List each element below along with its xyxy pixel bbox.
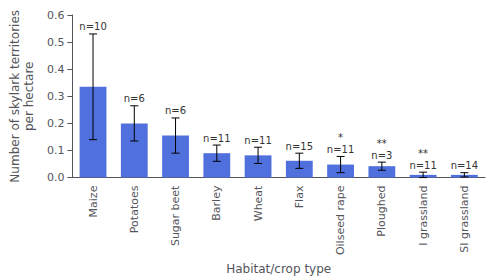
svg-text:per hectare: per hectare	[22, 62, 36, 131]
svg-text:**: **	[377, 138, 387, 149]
svg-text:0.4: 0.4	[47, 63, 65, 76]
svg-text:0.6: 0.6	[47, 9, 65, 22]
svg-text:0.1: 0.1	[47, 144, 65, 157]
svg-text:n=14: n=14	[451, 160, 478, 171]
svg-text:I grassland: I grassland	[417, 186, 430, 246]
svg-text:Oilseed rape: Oilseed rape	[334, 185, 347, 255]
svg-text:0.2: 0.2	[47, 117, 65, 130]
svg-text:Flax: Flax	[293, 185, 306, 208]
svg-text:Potatoes: Potatoes	[128, 185, 141, 233]
svg-text:0.0: 0.0	[47, 171, 65, 184]
svg-text:Sugar beet: Sugar beet	[169, 185, 182, 246]
svg-text:Barley: Barley	[210, 185, 223, 221]
svg-text:n=11: n=11	[409, 160, 436, 171]
svg-text:Number of skylark territories: Number of skylark territories	[8, 10, 22, 183]
svg-text:n=10: n=10	[79, 21, 106, 32]
svg-text:n=6: n=6	[165, 105, 186, 116]
svg-text:n=11: n=11	[203, 133, 230, 144]
svg-text:Wheat: Wheat	[252, 185, 265, 221]
svg-text:n=6: n=6	[124, 93, 145, 104]
svg-text:*: *	[338, 132, 343, 143]
svg-text:n=3: n=3	[371, 150, 392, 161]
svg-text:0.3: 0.3	[47, 90, 65, 103]
svg-text:Habitat/crop type: Habitat/crop type	[226, 262, 331, 276]
svg-text:0.5: 0.5	[47, 36, 65, 49]
svg-text:SI grassland: SI grassland	[458, 186, 471, 253]
svg-text:Maize: Maize	[87, 185, 100, 217]
svg-text:Ploughed: Ploughed	[375, 186, 388, 237]
svg-text:**: **	[418, 148, 428, 159]
svg-text:n=11: n=11	[327, 144, 354, 155]
svg-text:n=11: n=11	[244, 135, 271, 146]
svg-text:n=15: n=15	[286, 141, 313, 152]
